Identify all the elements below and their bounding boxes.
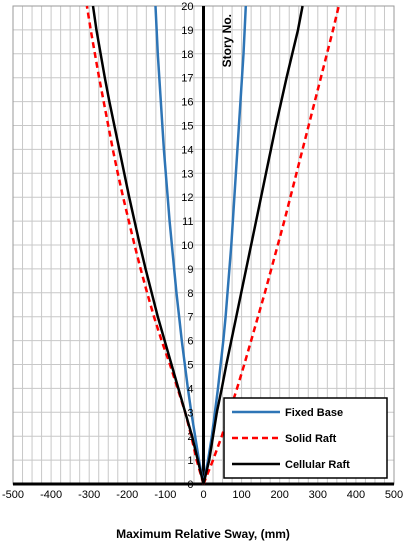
y-tick-label: 12 <box>181 192 193 204</box>
x-axis-title: Maximum Relative Sway, (mm) <box>116 527 290 541</box>
y-tick-label: 17 <box>181 73 193 85</box>
x-tick-label: -200 <box>116 489 138 501</box>
x-tick-label: -400 <box>40 489 62 501</box>
series-group <box>85 5 340 485</box>
series-line-fixed-base-positive <box>202 5 248 485</box>
x-tick-label: 500 <box>385 489 403 501</box>
y-tick-label: 6 <box>187 336 193 348</box>
y-tick-label: 7 <box>187 312 193 324</box>
legend: Fixed Base Solid Raft Cellular Raft <box>223 397 388 479</box>
x-tick-label: -100 <box>154 489 176 501</box>
y-axis-title: Story No. <box>220 14 234 67</box>
x-tick-label: -500 <box>2 489 24 501</box>
legend-label-cellular-raft: Cellular Raft <box>285 459 350 471</box>
x-tick-label: 400 <box>347 489 365 501</box>
y-tick-label: 11 <box>182 216 193 228</box>
y-tick-label: 19 <box>181 25 193 37</box>
legend-label-fixed-base: Fixed Base <box>285 407 343 419</box>
y-tick-label: 3 <box>187 407 193 419</box>
x-tick-label: 0 <box>200 489 206 501</box>
series-line-cellular-raft-negative <box>91 5 205 485</box>
y-tick-label: 13 <box>181 168 193 180</box>
y-tick-label: 16 <box>181 97 193 109</box>
y-tick-label: 20 <box>181 1 193 13</box>
y-tick-label: 9 <box>187 264 193 276</box>
x-tick-label: -300 <box>78 489 100 501</box>
x-tick-label: 100 <box>232 489 250 501</box>
y-tick-label: 10 <box>181 240 193 252</box>
y-tick-label: 18 <box>181 49 193 61</box>
x-tick-label: 300 <box>309 489 327 501</box>
y-tick-label: 0 <box>187 479 193 491</box>
y-tick-label: 14 <box>181 144 193 156</box>
y-tick-label: 15 <box>181 121 193 133</box>
y-tick-label: 4 <box>187 383 193 395</box>
series-line-cellular-raft-positive <box>202 5 304 485</box>
y-tick-label: 5 <box>187 360 193 372</box>
series-line-fixed-base-negative <box>154 5 205 485</box>
y-tick-label: 1 <box>187 455 193 467</box>
legend-label-solid-raft: Solid Raft <box>285 433 337 445</box>
x-tick-labels: -500 -400 -300 -200 -100 0 100 200 300 400 500 <box>2 489 403 501</box>
y-tick-label: 2 <box>187 431 193 443</box>
x-tick-label: 200 <box>271 489 289 501</box>
y-tick-label: 8 <box>187 288 193 300</box>
